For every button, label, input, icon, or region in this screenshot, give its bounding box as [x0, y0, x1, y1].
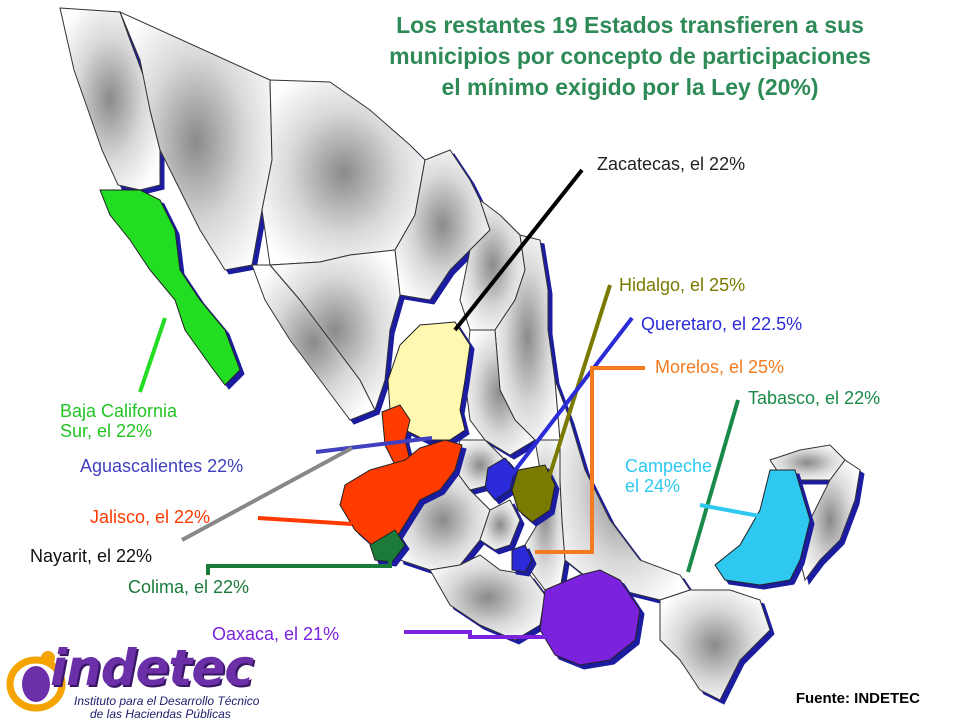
leader-tabasco	[686, 399, 740, 573]
state-mexico	[479, 499, 521, 551]
page-title: Los restantes 19 Estados transfieren a s…	[300, 10, 960, 103]
state-aguascalientes	[381, 404, 411, 466]
state-chiapas	[659, 589, 771, 701]
state-campeche	[714, 469, 811, 586]
source-note: Fuente: INDETEC	[795, 690, 920, 707]
label-campeche-line-2: el 24%	[625, 476, 681, 496]
label-aguascalientes: Aguascalientes 22%	[80, 456, 244, 476]
leader-zacatecas	[453, 168, 584, 332]
state-jalisco	[339, 439, 463, 549]
label-queretaro: Queretaro, el 22.5%	[641, 314, 803, 334]
state-colima	[369, 529, 406, 563]
leader-nayarit	[181, 446, 353, 542]
state-morelos	[511, 544, 533, 573]
logo-swoosh-icon	[6, 651, 66, 712]
label-jalisco: Jalisco, el 22%	[90, 507, 211, 527]
leader-lines	[138, 168, 771, 639]
label-bcs: Baja California Sur, el 22%	[60, 401, 177, 441]
label-oaxaca: Oaxaca, el 21%	[212, 624, 340, 644]
label-bcs-line-2: Sur, el 22%	[60, 421, 153, 441]
label-zacatecas: Zacatecas, el 22%	[597, 154, 746, 174]
leader-jalisco	[257, 516, 353, 526]
label-campeche-line-1: Campeche	[625, 456, 713, 476]
leader-oaxaca	[404, 630, 548, 639]
label-colima: Colima, el 22%	[128, 577, 250, 597]
highlighted-states	[99, 189, 811, 666]
state-oaxaca	[539, 569, 641, 666]
leader-morelos	[535, 366, 645, 554]
gray-states	[59, 7, 861, 701]
label-campeche: Campeche el 24%	[625, 456, 712, 496]
title-line-1: Los restantes 19 Estados transfieren a s…	[396, 12, 864, 38]
label-morelos: Morelos, el 25%	[655, 357, 785, 377]
title-line-3: el mínimo exigido por la Ley (20%)	[441, 74, 819, 100]
leader-bcs	[138, 317, 167, 393]
state-queretaro	[484, 457, 516, 501]
state-quintana-roo	[799, 459, 861, 582]
logo-subtitle-2: de las Haciendas Públicas	[90, 707, 231, 721]
state-chihuahua	[261, 79, 426, 266]
state-durango	[268, 249, 401, 412]
state-baja-california	[59, 7, 161, 191]
state-hidalgo	[511, 464, 556, 523]
indetec-logo: indetec Instituto para el Desarrollo Téc…	[6, 639, 260, 721]
title-line-2: municipios por concepto de participacion…	[389, 43, 871, 69]
logo-word: indetec	[50, 639, 254, 697]
state-slp	[464, 329, 536, 456]
state-bcs	[99, 189, 241, 386]
leader-aguascalientes	[315, 436, 433, 454]
logo-subtitle-1: Instituto para el Desarrollo Técnico	[74, 694, 260, 708]
leader-colima	[206, 550, 392, 575]
label-bcs-line-1: Baja California	[60, 401, 178, 421]
leader-campeche	[699, 503, 771, 520]
label-tabasco: Tabasco, el 22%	[748, 388, 881, 408]
state-coahuila	[394, 149, 491, 301]
label-hidalgo: Hidalgo, el 25%	[619, 275, 746, 295]
label-nayarit: Nayarit, el 22%	[30, 546, 153, 566]
leader-queretaro	[498, 316, 634, 492]
